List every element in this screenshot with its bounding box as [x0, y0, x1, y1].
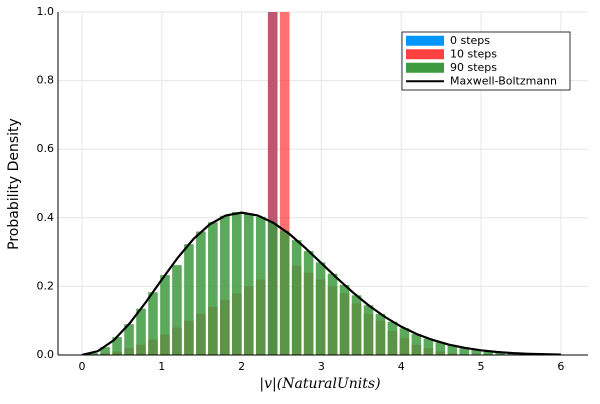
bar [304, 251, 314, 355]
x-tick-label: 0 [78, 360, 85, 373]
bar [136, 309, 146, 355]
y-tick-label: 0.2 [37, 279, 55, 292]
bar [280, 231, 290, 355]
bar [220, 216, 230, 355]
y-axis-label: Probability Density [6, 118, 22, 250]
x-axis-label: |v|(NaturalUnits) [259, 376, 380, 392]
bar [292, 240, 302, 355]
legend-swatch [406, 36, 444, 46]
bar [232, 212, 242, 355]
y-tick-label: 1.0 [37, 5, 55, 18]
bar [268, 222, 278, 355]
bar [412, 334, 422, 355]
bar [208, 222, 218, 355]
bar [172, 265, 182, 355]
bar [184, 244, 194, 355]
bar [244, 213, 254, 355]
legend-label: 10 steps [450, 47, 497, 60]
x-tick-label: 3 [318, 360, 325, 373]
y-tick-label: 0.8 [37, 74, 55, 87]
bar [376, 314, 386, 355]
legend-label: Maxwell-Boltzmann [450, 74, 557, 87]
y-tick-label: 0.0 [37, 348, 55, 361]
legend-label: 0 steps [450, 34, 490, 47]
legend-swatch [406, 49, 444, 59]
y-tick-label: 0.6 [37, 142, 55, 155]
x-tick-label: 2 [238, 360, 245, 373]
x-tick-label: 1 [158, 360, 165, 373]
bar [328, 274, 338, 355]
bar [364, 305, 374, 355]
legend-label: 90 steps [450, 61, 497, 74]
bar [196, 232, 206, 355]
bar [388, 322, 398, 355]
bar [148, 292, 158, 355]
bar [340, 285, 350, 355]
bar [256, 217, 266, 355]
bar [424, 339, 434, 355]
x-tick-label: 5 [478, 360, 485, 373]
x-tick-label: 6 [557, 360, 564, 373]
y-tick-label: 0.4 [37, 211, 55, 224]
bar [160, 275, 170, 355]
legend-swatch [406, 63, 444, 73]
bar [316, 262, 326, 355]
bar [352, 295, 362, 355]
bar [400, 328, 410, 355]
x-tick-label: 4 [398, 360, 405, 373]
